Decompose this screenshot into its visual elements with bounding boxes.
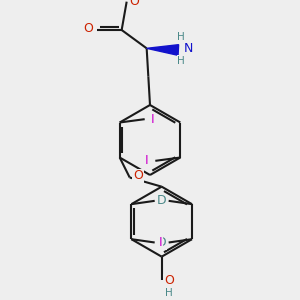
Text: D: D [157, 194, 167, 207]
Text: H: H [177, 56, 185, 66]
Text: O: O [133, 169, 143, 182]
Text: N: N [184, 42, 193, 55]
Text: I: I [158, 236, 162, 249]
Text: O: O [129, 0, 139, 8]
Text: O: O [83, 22, 93, 35]
Text: D: D [157, 236, 167, 249]
Text: H: H [165, 288, 173, 298]
Text: I: I [151, 113, 155, 126]
Polygon shape [147, 45, 178, 55]
Text: I: I [145, 154, 149, 167]
Text: H: H [177, 32, 185, 42]
Text: D: D [157, 194, 166, 207]
Text: O: O [164, 274, 174, 287]
